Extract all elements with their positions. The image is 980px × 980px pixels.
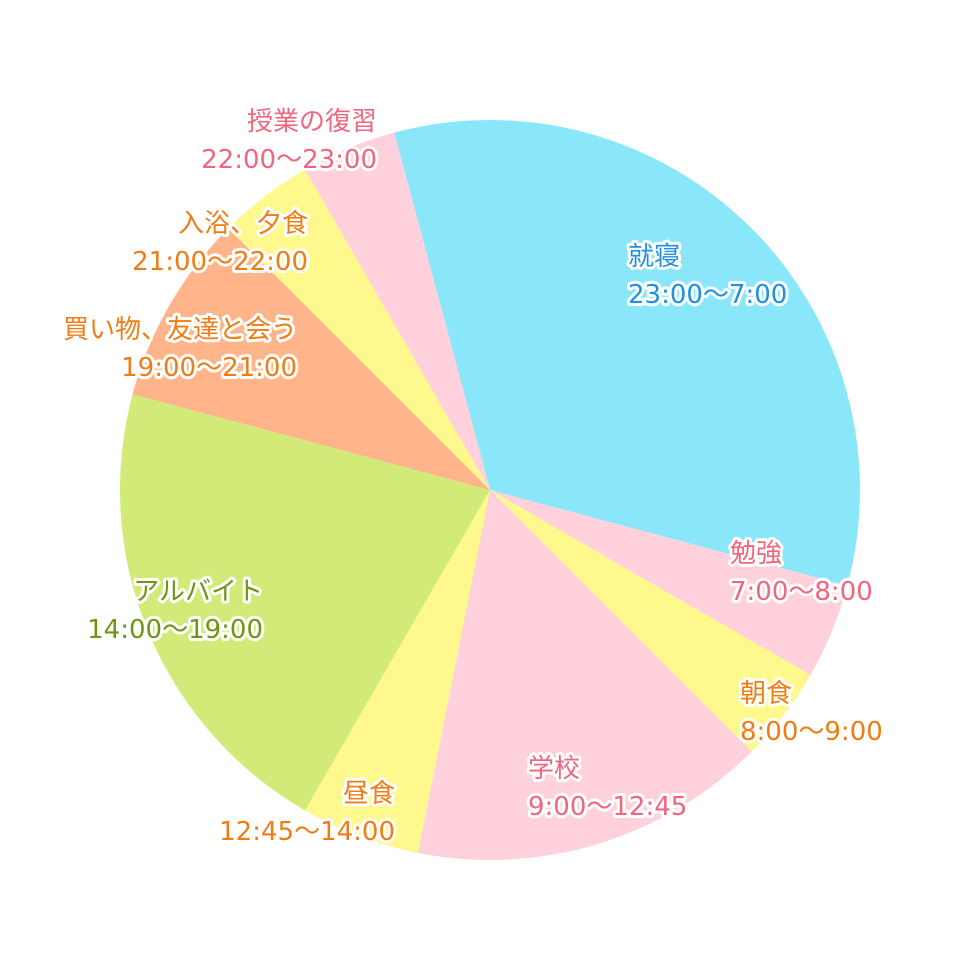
- slice-name: 授業の復習: [247, 107, 377, 137]
- pie-slice-school: [417, 490, 752, 860]
- slice-name: 学校: [528, 754, 580, 784]
- slice-time: 23:00〜7:00: [628, 280, 787, 310]
- slice-time: 19:00〜21:00: [121, 353, 297, 383]
- slice-time: 14:00〜19:00: [87, 615, 263, 645]
- pie-slice-part-time-job: [120, 394, 490, 811]
- slice-time: 12:45〜14:00: [219, 817, 395, 847]
- slice-label-breakfast: 朝食 8:00〜9:00: [740, 679, 883, 747]
- slice-label-lesson-review: 授業の復習 22:00〜23:00: [201, 107, 377, 175]
- slice-time: 8:00〜9:00: [740, 717, 883, 747]
- slice-name: アルバイト: [133, 577, 263, 607]
- pie-slice-breakfast: [490, 490, 811, 752]
- slice-label-study: 勉強 7:00〜8:00: [730, 539, 873, 607]
- pie-slice-lunch: [305, 490, 490, 853]
- slice-label-school: 学校 9:00〜12:45: [528, 754, 687, 822]
- pie-labels: 就寝 23:00〜7:00 勉強 7:00〜8:00 朝食 8:00〜9:00 学校 9:00…: [60, 104, 886, 850]
- pie-slice-study: [490, 490, 848, 675]
- slice-label-part-time-job: アルバイト 14:00〜19:00: [87, 577, 263, 645]
- slice-label-bath-dinner: 入浴、夕食 21:00〜22:00: [132, 209, 308, 277]
- pie-slice-shopping-friends: [132, 228, 491, 490]
- slice-name: 入浴、夕食: [178, 209, 308, 239]
- pie-slice-lesson-review: [305, 132, 490, 491]
- slice-label-shopping-friends: 買い物、友達と会う 19:00〜21:00: [63, 315, 297, 383]
- slice-time: 9:00〜12:45: [528, 792, 687, 822]
- pie-slice-bath-dinner: [228, 169, 490, 490]
- slice-name: 勉強: [730, 539, 782, 569]
- slice-name: 昼食: [343, 779, 395, 809]
- slice-time: 21:00〜22:00: [132, 247, 308, 277]
- pie-slices: [120, 120, 860, 860]
- slice-label-lunch: 昼食 12:45〜14:00: [219, 779, 395, 847]
- slice-name: 朝食: [740, 679, 792, 709]
- slice-time: 7:00〜8:00: [730, 577, 873, 607]
- slice-label-sleep: 就寝 23:00〜7:00: [628, 242, 787, 310]
- pie-slice-sleep: [394, 120, 860, 586]
- slice-name: 就寝: [628, 242, 680, 272]
- slice-name: 買い物、友達と会う: [63, 315, 297, 345]
- slice-time: 22:00〜23:00: [201, 145, 377, 175]
